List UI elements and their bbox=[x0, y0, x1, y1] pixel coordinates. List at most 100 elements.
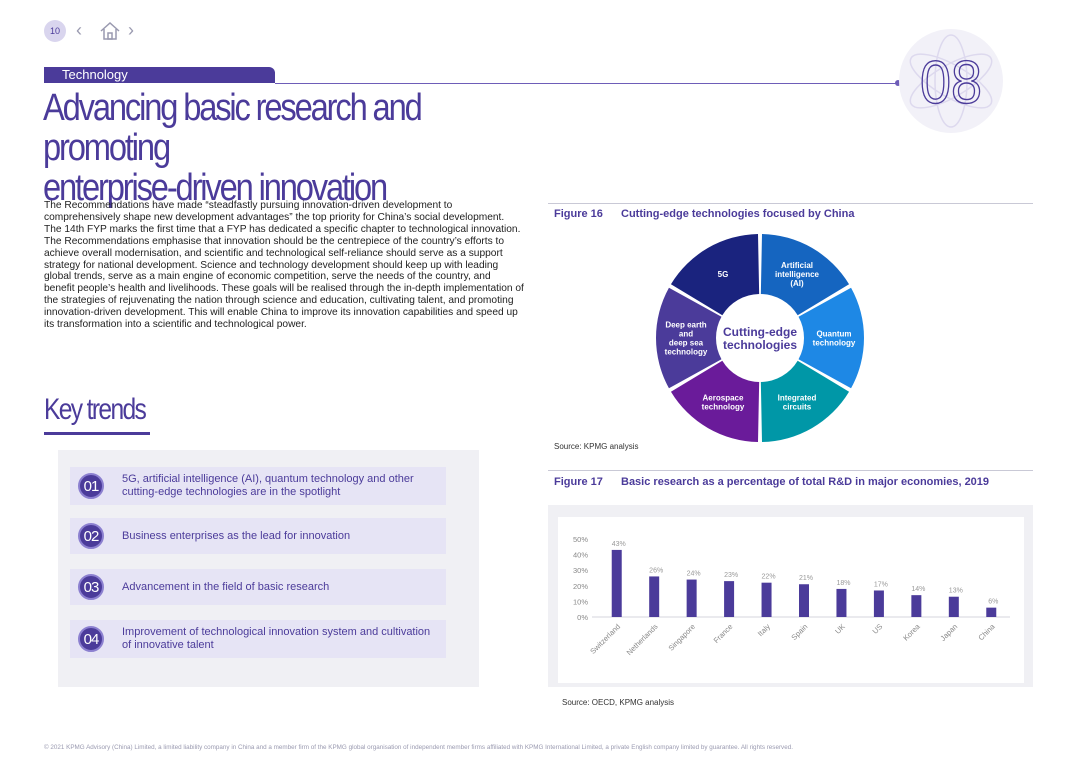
donut-label-line: (AI) bbox=[790, 279, 804, 288]
donut-segment bbox=[656, 287, 722, 389]
trend-text: Advancement in the field of basic resear… bbox=[122, 580, 330, 593]
bar bbox=[761, 582, 772, 617]
page-title-line2: enterprise-driven innovation bbox=[43, 167, 388, 209]
donut-label-line: Deep earth bbox=[665, 321, 706, 330]
trend-number-badge: 03 bbox=[78, 574, 104, 600]
y-tick-label: 20% bbox=[573, 582, 588, 591]
donut-center-label: Cutting-edge bbox=[723, 325, 797, 339]
donut-label-line: circuits bbox=[783, 403, 812, 412]
figure16-number: Figure 16 bbox=[554, 208, 603, 220]
donut-label-line: intelligence bbox=[775, 270, 820, 279]
trend-number-badge: 04 bbox=[78, 626, 104, 652]
figure16-title: Cutting-edge technologies focused by Chi… bbox=[621, 208, 855, 220]
figure17-number: Figure 17 bbox=[554, 476, 603, 488]
trend-item: 01 5G, artificial intelligence (AI), qua… bbox=[70, 467, 446, 505]
next-page-button[interactable]: › bbox=[128, 20, 134, 40]
trend-number-badge: 02 bbox=[78, 523, 104, 549]
donut-center-label: technologies bbox=[723, 338, 797, 352]
tech-donut-diagram: Artificial intelligence (AI)Quantum technol… bbox=[656, 234, 864, 442]
donut-label-line: Aerospace bbox=[703, 394, 744, 403]
donut-label-line: Artificial bbox=[781, 261, 813, 270]
bar-data-label: 6% bbox=[988, 599, 998, 606]
trend-item: 02 Business enterprises as the lead for … bbox=[70, 518, 446, 554]
bar-data-label: 24% bbox=[687, 571, 701, 578]
page-number: 10 bbox=[44, 20, 66, 42]
trend-item: 03 Advancement in the field of basic res… bbox=[70, 569, 446, 605]
banner-dot bbox=[895, 80, 901, 86]
bar bbox=[799, 584, 809, 617]
bar bbox=[724, 581, 735, 617]
x-tick-label: Japan bbox=[938, 622, 959, 643]
section-banner: Technology bbox=[44, 67, 275, 83]
bar-data-label: 43% bbox=[612, 541, 626, 548]
figure17-rule bbox=[548, 470, 1033, 471]
x-tick-label: Korea bbox=[901, 621, 922, 642]
donut-segment bbox=[670, 234, 760, 316]
x-tick-label: Netherlands bbox=[625, 622, 660, 657]
figure16-caption: Figure 16 Cutting-edge technologies focus… bbox=[554, 208, 854, 220]
body-paragraph: The Recommendations have made “steadfast… bbox=[44, 200, 524, 331]
y-tick-label: 40% bbox=[573, 551, 588, 560]
trend-item: 04 Improvement of technological innovati… bbox=[70, 620, 446, 658]
donut-segment-label: Integrated circuits bbox=[778, 394, 817, 412]
bar-data-label: 14% bbox=[911, 586, 925, 593]
bar bbox=[611, 549, 622, 617]
figure16-rule bbox=[548, 203, 1033, 204]
donut-label-line: Integrated bbox=[778, 394, 817, 403]
y-tick-label: 30% bbox=[573, 566, 588, 575]
donut-label-line: 5G bbox=[718, 270, 729, 279]
bar bbox=[686, 579, 697, 617]
donut-segment-label: Quantum technology bbox=[813, 330, 856, 348]
donut-label-line: technology bbox=[665, 348, 708, 357]
bar bbox=[873, 590, 884, 617]
x-tick-label: US bbox=[871, 622, 885, 636]
x-tick-label: France bbox=[712, 622, 735, 645]
bar-data-label: 22% bbox=[762, 574, 776, 581]
figure17-caption: Figure 17 Basic research as a percentage … bbox=[554, 476, 989, 488]
donut-label-line: Quantum bbox=[816, 330, 851, 339]
donut-label-line: and bbox=[679, 330, 693, 339]
chapter-number: 08 bbox=[920, 49, 982, 116]
bar-data-label: 21% bbox=[799, 575, 813, 582]
basic-research-bar-chart: 0% 10% 20% 30% 40% 50% 43% Switzerland 26% Nether… bbox=[558, 517, 1024, 683]
donut-label-line: technology bbox=[702, 403, 745, 412]
prev-page-button[interactable]: ‹ bbox=[76, 20, 82, 40]
trend-number-badge: 01 bbox=[78, 473, 104, 499]
x-tick-label: Switzerland bbox=[588, 622, 622, 656]
bar-data-label: 13% bbox=[949, 588, 963, 595]
page-title: Advancing basic research and promoting e… bbox=[43, 88, 525, 208]
bar bbox=[836, 588, 847, 617]
figure17-source: Source: OECD, KPMG analysis bbox=[562, 698, 675, 707]
donut-segment bbox=[760, 360, 850, 442]
trend-text: Business enterprises as the lead for inn… bbox=[122, 529, 351, 542]
copyright-footer: © 2021 KPMG Advisory (China) Limited, a … bbox=[44, 744, 793, 751]
figure16-source: Source: KPMG analysis bbox=[554, 442, 639, 451]
donut-segment bbox=[798, 287, 864, 389]
donut-label-line: deep sea bbox=[669, 339, 704, 348]
y-tick-label: 0% bbox=[577, 613, 588, 622]
bar-data-label: 17% bbox=[874, 581, 888, 588]
trend-text: Improvement of technological innovation … bbox=[122, 626, 431, 651]
donut-center bbox=[717, 295, 803, 381]
bar bbox=[986, 607, 997, 617]
figure17-title: Basic research as a percentage of total … bbox=[621, 476, 990, 488]
y-tick-label: 50% bbox=[573, 535, 588, 544]
bar-data-label: 18% bbox=[836, 580, 850, 587]
bar-data-label: 23% bbox=[724, 572, 738, 579]
donut-segment-label: Aerospace technology bbox=[702, 394, 745, 412]
x-tick-label: Spain bbox=[789, 622, 809, 642]
key-trends-underline bbox=[44, 432, 150, 435]
home-icon[interactable] bbox=[98, 19, 122, 43]
y-tick-label: 10% bbox=[573, 597, 588, 606]
page-title-line1: Advancing basic research and promoting bbox=[43, 87, 423, 169]
donut-segment-label: 5G bbox=[718, 270, 729, 279]
chapter-badge: 08 bbox=[899, 29, 1003, 133]
donut-label-line: technology bbox=[813, 339, 856, 348]
x-tick-label: UK bbox=[833, 622, 847, 636]
trend-text: 5G, artificial intelligence (AI), quantu… bbox=[122, 473, 414, 498]
bar-data-label: 26% bbox=[649, 567, 663, 574]
x-tick-label: Singapore bbox=[667, 622, 698, 653]
x-tick-label: China bbox=[976, 621, 997, 642]
banner-rule bbox=[275, 83, 900, 84]
bar bbox=[911, 595, 922, 617]
